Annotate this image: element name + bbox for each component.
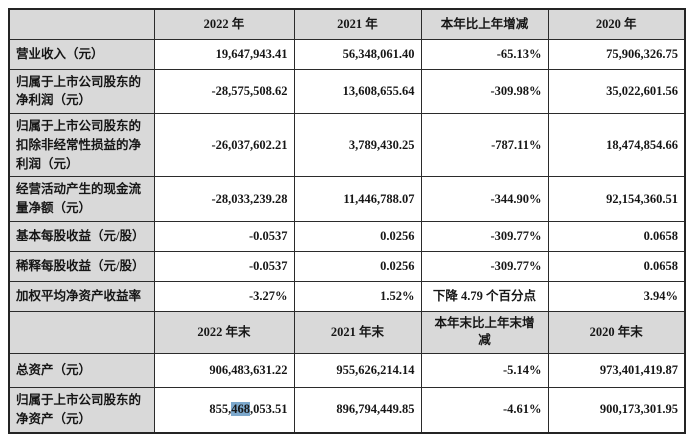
annual-header-row: 2022 年 2021 年 本年比上年增减 2020 年	[8, 8, 686, 40]
table-row-revenue: 营业收入（元） 19,647,943.41 56,348,061.40 -65.…	[8, 38, 686, 70]
corner-cell	[8, 8, 155, 40]
row-label: 总资产（元）	[8, 353, 155, 388]
row-label: 基本每股收益（元/股）	[8, 220, 155, 252]
value-2020: 0.0658	[547, 220, 686, 252]
value-2022: 906,483,631.22	[153, 353, 295, 388]
value-2020: 18,474,854.66	[547, 112, 686, 178]
header-yoy-change: 本年比上年增减	[420, 8, 549, 40]
value-2020: 0.0658	[547, 250, 686, 282]
table-row-weighted-avg-roe: 加权平均净资产收益率 -3.27% 1.52% 下降 4.79 个百分点 3.9…	[8, 280, 686, 312]
value-change: -65.13%	[420, 38, 549, 70]
value-2020: 973,401,419.87	[547, 353, 686, 388]
value-2021: 56,348,061.40	[293, 38, 422, 70]
financial-summary-table: 2022 年 2021 年 本年比上年增减 2020 年 营业收入（元） 19,…	[8, 8, 686, 434]
value-change: -344.90%	[420, 176, 549, 222]
value-change: -787.11%	[420, 112, 549, 178]
value-2021: 11,446,788.07	[293, 176, 422, 222]
value-change: 下降 4.79 个百分点	[420, 280, 549, 312]
value-2022: -28,575,508.62	[153, 68, 295, 114]
value-2021: 0.0256	[293, 250, 422, 282]
table-row-total-assets: 总资产（元） 906,483,631.22 955,626,214.14 -5.…	[8, 353, 686, 388]
table-row-net-profit: 归属于上市公司股东的净利润（元） -28,575,508.62 13,608,6…	[8, 68, 686, 114]
value-change: -4.61%	[420, 387, 549, 433]
value-2022: -26,037,602.21	[153, 112, 295, 178]
row-label: 营业收入（元）	[8, 38, 155, 70]
value-2020: 75,906,326.75	[547, 38, 686, 70]
value-2022: -28,033,239.28	[153, 176, 295, 222]
value-2020: 35,022,601.56	[547, 68, 686, 114]
value-2022: 19,647,943.41	[153, 38, 295, 70]
value-2021: 3,789,430.25	[293, 112, 422, 178]
value-2022: -3.27%	[153, 280, 295, 312]
financial-summary-page: 2022 年 2021 年 本年比上年增减 2020 年 营业收入（元） 19,…	[8, 8, 686, 434]
value-2020: 3.94%	[547, 280, 686, 312]
table-row-operating-cash-flow: 经营活动产生的现金流量净额（元） -28,033,239.28 11,446,7…	[8, 176, 686, 222]
value-change: -5.14%	[420, 353, 549, 388]
row-label: 归属于上市公司股东的净利润（元）	[8, 68, 155, 114]
value-2022: -0.0537	[153, 250, 295, 282]
row-label: 归属于上市公司股东的扣除非经常性损益的净利润（元）	[8, 112, 155, 178]
header-2021-year-end: 2021 年末	[293, 310, 422, 355]
row-label: 归属于上市公司股东的净资产（元）	[8, 387, 155, 433]
header-year-end-change-label: 本年末比上年末增减	[434, 315, 535, 348]
value-2021: 1.52%	[293, 280, 422, 312]
table-row-diluted-eps: 稀释每股收益（元/股） -0.0537 0.0256 -309.77% 0.06…	[8, 250, 686, 282]
table-row-basic-eps: 基本每股收益（元/股） -0.0537 0.0256 -309.77% 0.06…	[8, 220, 686, 252]
header-2020-year-end: 2020 年末	[547, 310, 686, 355]
value-change: -309.77%	[420, 220, 549, 252]
header-2022: 2022 年	[153, 8, 295, 40]
header-2022-year-end: 2022 年末	[153, 310, 295, 355]
value-2022-selected-text: 468	[231, 402, 250, 417]
row-label: 加权平均净资产收益率	[8, 280, 155, 312]
corner-cell	[8, 310, 155, 355]
value-2021: 13,608,655.64	[293, 68, 422, 114]
value-2020: 92,154,360.51	[547, 176, 686, 222]
year-end-header-row: 2022 年末 2021 年末 本年末比上年末增减 2020 年末	[8, 310, 686, 355]
row-label: 稀释每股收益（元/股）	[8, 250, 155, 282]
value-2021: 955,626,214.14	[293, 353, 422, 388]
value-2022: 855,468,053.51	[153, 387, 295, 433]
value-2021: 896,794,449.85	[293, 387, 422, 433]
value-2022-prefix: 855,	[209, 402, 232, 417]
value-2022: -0.0537	[153, 220, 295, 252]
value-2021: 0.0256	[293, 220, 422, 252]
value-change: -309.98%	[420, 68, 549, 114]
table-row-net-profit-excl-nonrecurring: 归属于上市公司股东的扣除非经常性损益的净利润（元） -26,037,602.21…	[8, 112, 686, 178]
value-2022-suffix: ,053.51	[250, 402, 288, 417]
value-2020: 900,173,301.95	[547, 387, 686, 433]
header-2021: 2021 年	[293, 8, 422, 40]
value-change: -309.77%	[420, 250, 549, 282]
table-row-net-assets: 归属于上市公司股东的净资产（元） 855,468,053.51 896,794,…	[8, 387, 686, 433]
row-label: 经营活动产生的现金流量净额（元）	[8, 176, 155, 222]
header-year-end-change: 本年末比上年末增减	[420, 310, 549, 355]
header-2020: 2020 年	[547, 8, 686, 40]
